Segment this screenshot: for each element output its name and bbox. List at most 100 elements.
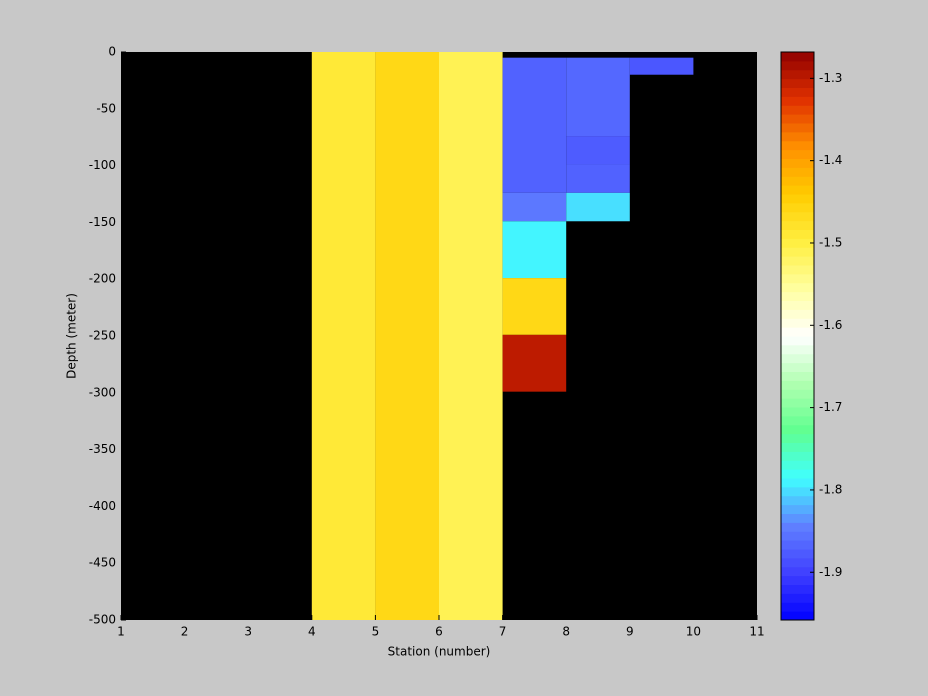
x-tick-label: 3 bbox=[244, 625, 252, 639]
colorbar-step bbox=[781, 167, 814, 177]
colorbar-step bbox=[781, 486, 814, 497]
cell bbox=[629, 57, 694, 75]
x-tick-label: 10 bbox=[686, 625, 701, 639]
colorbar-step bbox=[781, 540, 814, 550]
cell bbox=[439, 52, 503, 620]
colorbar-step bbox=[781, 114, 814, 124]
y-tick-label: -450 bbox=[89, 556, 116, 570]
colorbar-step bbox=[781, 327, 814, 337]
colorbar-step bbox=[781, 478, 814, 488]
colorbar-step bbox=[781, 522, 814, 532]
colorbar-tick-label: -1.7 bbox=[819, 400, 842, 414]
cell bbox=[566, 164, 630, 193]
colorbar-step bbox=[781, 69, 814, 80]
x-tick-label: 6 bbox=[435, 625, 443, 639]
colorbar-step bbox=[781, 398, 814, 408]
x-tick-label: 7 bbox=[499, 625, 507, 639]
colorbar-step bbox=[781, 469, 814, 479]
y-axis-label: Depth (meter) bbox=[65, 293, 79, 379]
colorbar-step bbox=[781, 549, 814, 559]
cell bbox=[566, 136, 630, 165]
colorbar-step bbox=[781, 584, 814, 594]
colorbar-tick-label: -1.3 bbox=[819, 71, 842, 85]
colorbar-step bbox=[781, 371, 814, 381]
x-tick-label: 5 bbox=[372, 625, 380, 639]
colorbar-step bbox=[781, 52, 814, 62]
cell bbox=[502, 221, 567, 279]
x-tick-label: 1 bbox=[117, 625, 125, 639]
colorbar-step bbox=[781, 460, 814, 470]
y-tick-label: -100 bbox=[89, 158, 116, 172]
colorbar-step bbox=[781, 451, 814, 461]
colorbar-tick-label: -1.6 bbox=[819, 318, 842, 332]
colorbar-step bbox=[781, 602, 814, 612]
colorbar-frame bbox=[780, 51, 815, 621]
colorbar-step bbox=[781, 611, 814, 621]
colorbar-step bbox=[781, 238, 814, 248]
colorbar-tick-label: -1.8 bbox=[819, 482, 842, 496]
colorbar-step bbox=[781, 424, 814, 435]
cell bbox=[502, 192, 567, 222]
colorbar-step bbox=[781, 282, 814, 293]
colorbar-step bbox=[781, 265, 814, 275]
colorbar-step bbox=[781, 273, 814, 284]
cell bbox=[311, 52, 376, 620]
colorbar-tick-label: -1.4 bbox=[819, 153, 842, 167]
x-tick-label: 2 bbox=[181, 625, 189, 639]
colorbar-step bbox=[781, 229, 814, 239]
colorbar-step bbox=[781, 380, 814, 390]
colorbar-step bbox=[781, 256, 814, 266]
colorbar-step bbox=[781, 504, 814, 514]
colorbar-step bbox=[781, 513, 814, 523]
cell bbox=[375, 52, 439, 620]
y-tick-label: -150 bbox=[89, 215, 116, 229]
y-tick-label: -300 bbox=[89, 385, 116, 399]
colorbar-step bbox=[781, 362, 814, 372]
colorbar-step bbox=[781, 389, 814, 399]
colorbar-step bbox=[781, 131, 814, 142]
colorbar-tick-label: -1.9 bbox=[819, 565, 842, 579]
colorbar-step bbox=[781, 566, 814, 577]
colorbar-step bbox=[781, 407, 814, 417]
colorbar-step bbox=[781, 78, 814, 88]
x-tick-label: 8 bbox=[562, 625, 570, 639]
colorbar-step bbox=[781, 442, 814, 452]
colorbar-step bbox=[781, 575, 814, 585]
colorbar-step bbox=[781, 593, 814, 603]
colorbar-step bbox=[781, 194, 814, 204]
colorbar-step bbox=[781, 96, 814, 106]
cell bbox=[502, 57, 567, 193]
y-tick-label: -350 bbox=[89, 442, 116, 456]
y-tick-label: -200 bbox=[89, 272, 116, 286]
colorbar-step bbox=[781, 202, 814, 213]
x-tick-label: 9 bbox=[626, 625, 634, 639]
colorbar-step bbox=[781, 309, 814, 319]
colorbar-tick-label: -1.5 bbox=[819, 235, 842, 249]
colorbar-step bbox=[781, 344, 814, 355]
colorbar-step bbox=[781, 149, 814, 159]
colorbar-step bbox=[781, 415, 814, 426]
colorbar-step bbox=[781, 220, 814, 230]
colorbar bbox=[780, 51, 815, 621]
x-tick-label: 11 bbox=[749, 625, 764, 639]
colorbar-step bbox=[781, 495, 814, 506]
y-tick-label: 0 bbox=[108, 45, 116, 59]
colorbar-step bbox=[781, 123, 814, 133]
colorbar-step bbox=[781, 318, 814, 328]
cell bbox=[502, 278, 567, 335]
colorbar-step bbox=[781, 60, 814, 71]
colorbar-step bbox=[781, 247, 814, 257]
y-tick-label: -250 bbox=[89, 329, 116, 343]
colorbar-step bbox=[781, 211, 814, 222]
colorbar-step bbox=[781, 300, 814, 310]
colorbar-step bbox=[781, 433, 814, 443]
colorbar-step bbox=[781, 185, 814, 195]
cell bbox=[566, 57, 630, 137]
colorbar-step bbox=[781, 105, 814, 115]
y-tick-label: -400 bbox=[89, 499, 116, 513]
colorbar-step bbox=[781, 531, 814, 541]
colorbar-step bbox=[781, 176, 814, 186]
y-tick-label: -500 bbox=[89, 613, 116, 627]
x-tick-label: 4 bbox=[308, 625, 316, 639]
